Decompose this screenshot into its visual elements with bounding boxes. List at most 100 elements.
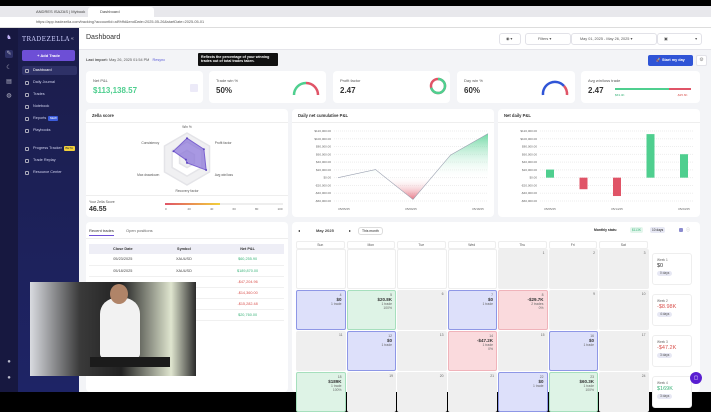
calendar-day[interactable]: 23 $60.3K 1 trade 100%	[548, 372, 598, 412]
next-month-button[interactable]: ▸	[349, 228, 352, 233]
sidebar-item-resource-center[interactable]: Resource Center	[22, 168, 77, 177]
weekday-header: Mon	[346, 241, 395, 249]
calendar-day[interactable]: 16 $0 1 trade	[548, 331, 598, 371]
week-summary: Week 2 -$8.98K 4 days	[652, 294, 692, 326]
day-pnl: $0	[336, 297, 342, 302]
radar-point	[186, 137, 188, 140]
calendar-day[interactable]: 7 $0 1 trade	[447, 290, 497, 330]
settings-icon[interactable]: ⚙	[696, 55, 707, 66]
column-header[interactable]: Net P&L	[211, 244, 284, 254]
calendar-day[interactable]: 17	[599, 331, 649, 371]
calendar-day[interactable]: 11	[296, 331, 346, 371]
y-tick-label: -$20,000.00	[315, 183, 331, 187]
address-bar[interactable]: https://app.tradezella.com/tracking?acco…	[0, 17, 711, 28]
calendar-day[interactable]: 21	[447, 372, 497, 412]
day-pnl: $60.3K	[579, 379, 594, 384]
calendar-day[interactable]: 20	[397, 372, 447, 412]
this-month-button[interactable]: This month	[358, 227, 383, 235]
x-tick-label: 05/09/25	[405, 207, 417, 211]
y-tick-label: -$60,000.00	[521, 199, 537, 203]
day-number: 20	[439, 374, 444, 378]
calendar-day[interactable]: 10	[599, 290, 649, 330]
score-scale-tick: 80	[255, 207, 259, 211]
calendar-day[interactable]: 19	[346, 372, 396, 412]
calendar-day[interactable]: 8 -$29.7K 2 trades 0%	[498, 290, 548, 330]
daily-pnl-bar	[646, 134, 655, 178]
moon-icon[interactable]: ☾	[6, 65, 12, 71]
bell-icon[interactable]: ●	[7, 359, 11, 365]
calendar-day[interactable]: 9	[548, 290, 598, 330]
score-scale-tick: 100	[277, 207, 283, 211]
sidebar-item-reports[interactable]: Reports NEW	[22, 114, 77, 123]
filters-dropdown[interactable]: Filters ▾	[525, 33, 571, 45]
browser-tab-active[interactable]: Dashboard	[88, 7, 154, 17]
sidebar-item-progress-tracker[interactable]: Progress Tracker BETA	[22, 144, 77, 153]
account-dropdown[interactable]: ▣ ▾	[657, 33, 702, 45]
tab-recent-trades[interactable]: Recent trades	[89, 228, 114, 236]
chat-support-button[interactable]: ▢	[690, 372, 702, 384]
start-my-day-button[interactable]: 🚀 Start my day	[648, 55, 693, 66]
calendar-day[interactable]: 15	[498, 331, 548, 371]
collapse-icon[interactable]: «	[71, 36, 74, 42]
nav-icon	[25, 158, 29, 163]
calendar-day[interactable]: 13	[397, 331, 447, 371]
account-select[interactable]: ◉ ▾	[499, 33, 521, 45]
daily-pnl-bar	[613, 177, 621, 197]
calendar-day[interactable]: 14 -$47.2K 1 trade 0%	[447, 331, 497, 371]
camera-icon[interactable]	[679, 228, 683, 232]
avg-win-bar	[615, 88, 669, 90]
sidebar-item-notebook[interactable]: Notebook	[22, 102, 77, 111]
sidebar-item-playbooks[interactable]: Playbooks	[22, 126, 77, 135]
sidebar-item-trade-replay[interactable]: Trade Replay	[22, 156, 77, 165]
day-win-value: 60%	[464, 86, 481, 95]
tab-open-positions[interactable]: Open positions	[126, 228, 153, 233]
resync-link[interactable]: Resync	[152, 58, 166, 62]
day-pnl: -$29.7K	[527, 297, 544, 302]
calendar-day[interactable]: 12 $0 1 trade	[346, 331, 396, 371]
nav-icon	[25, 68, 29, 73]
calculator-icon[interactable]	[190, 84, 198, 92]
calendar-day[interactable]	[296, 249, 346, 289]
calendar-day[interactable]: 24	[599, 372, 649, 412]
globe-icon[interactable]: ◍	[6, 93, 12, 99]
browser-tab[interactable]: ANDRES ISAZAS | Mybook	[36, 9, 86, 14]
calendar-day[interactable]	[397, 249, 447, 289]
calendar-day[interactable]	[447, 249, 497, 289]
calendar-day[interactable]: 18 $189K 1 trade 100%	[296, 372, 346, 412]
calendar-day[interactable]: 1	[498, 249, 548, 289]
radar-axis-label: Recovery factor	[175, 189, 199, 193]
calendar-day[interactable]	[346, 249, 396, 289]
calendar-day[interactable]: 6	[397, 290, 447, 330]
day-number: 11	[338, 333, 343, 337]
table-row[interactable]: 05/18/2025 XAUUSD $189,870.00	[89, 265, 284, 277]
add-trade-button[interactable]: + Add Trade	[22, 50, 75, 61]
y-tick-label: $60,000.00	[522, 152, 537, 156]
sidebar-item-trades[interactable]: Trades	[22, 90, 77, 99]
prev-month-button[interactable]: ◂	[298, 228, 301, 233]
calendar-day[interactable]: 22 $0 1 trade	[498, 372, 548, 412]
url-text[interactable]: https://app.tradezella.com/tracking?acco…	[36, 20, 205, 24]
week-label: Week 4	[657, 381, 668, 385]
day-number: 14	[489, 334, 493, 338]
calendar-day[interactable]: 4 $0 1 trade	[296, 290, 346, 330]
calendar-day[interactable]: 2	[548, 249, 598, 289]
y-tick-label: -$20,000.00	[521, 183, 537, 187]
monthly-stats-days: 10 days	[650, 227, 666, 233]
table-row[interactable]: 05/23/2025 XAUUSD $60,255.90	[89, 254, 284, 266]
user-icon[interactable]: ●	[7, 375, 11, 381]
nav-label: Reports	[33, 116, 47, 120]
sidebar-item-dashboard[interactable]: Dashboard	[22, 66, 77, 75]
book-icon[interactable]: ▤	[6, 79, 12, 85]
info-icon[interactable]: ⓘ	[686, 227, 690, 232]
column-header[interactable]: Close Date	[89, 244, 157, 254]
sidebar-item-daily-journal[interactable]: Daily Journal	[22, 78, 77, 87]
date-range-picker[interactable]: May 01, 2025 - May 26, 2025 ▾	[571, 33, 657, 45]
table-cell: 05/18/2025	[89, 265, 157, 277]
day-number: 13	[439, 333, 444, 337]
edit-icon[interactable]: ✎	[5, 50, 13, 58]
y-tick-label: $100,000.00	[314, 137, 331, 141]
column-header[interactable]: Symbol	[156, 244, 212, 254]
date-range-label: May 01, 2025 - May 26, 2025	[580, 37, 630, 41]
calendar-day[interactable]: 3	[599, 249, 649, 289]
calendar-day[interactable]: 5 $20.8K 1 trade 100%	[346, 290, 396, 330]
